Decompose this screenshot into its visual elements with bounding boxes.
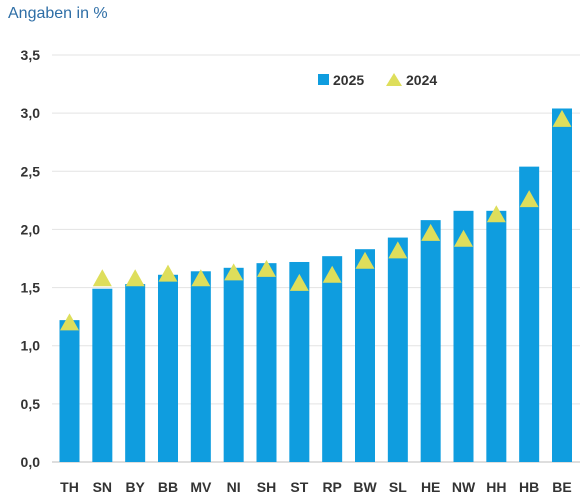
bar-2025-sl: [387, 237, 408, 462]
marker-2024-sl: [388, 241, 408, 259]
legend-swatch-2024: [386, 73, 402, 86]
x-tick-label: NW: [452, 479, 476, 495]
marker-2024-by: [125, 269, 145, 287]
y-axis-unit-label: Angaben in %: [8, 5, 108, 22]
marker-2024-rp: [322, 265, 342, 283]
marker-2024-ni: [224, 263, 244, 281]
marker-2024-th: [60, 313, 79, 331]
bar-2025-bb: [158, 274, 178, 462]
marker-2024-be: [552, 109, 572, 127]
x-tick-label: BB: [158, 479, 178, 495]
marker-2024-hb: [519, 190, 539, 208]
marker-2024-bb: [158, 264, 178, 282]
x-tick-label: BW: [353, 479, 377, 495]
x-tick-label: TH: [60, 479, 79, 495]
x-tick-label: MV: [190, 479, 212, 495]
y-tick-label: 3,5: [21, 47, 41, 63]
y-tick-label: 2,0: [21, 221, 41, 237]
bar-2025-rp: [322, 256, 343, 462]
marker-2024-sh: [257, 259, 276, 277]
bar-2025-sh: [256, 263, 277, 462]
legend-label-2024: 2024: [406, 72, 437, 88]
x-tick-label: HB: [519, 479, 539, 495]
y-tick-label: 3,0: [21, 105, 41, 121]
x-tick-label: HE: [421, 479, 440, 495]
bar-2025-th: [59, 320, 80, 462]
x-tick-label: SH: [257, 479, 276, 495]
bar-2025-hh: [486, 210, 507, 462]
marker-2024-sn: [92, 269, 112, 287]
bar-2025-he: [420, 220, 441, 462]
y-tick-label: 1,0: [21, 338, 41, 354]
x-tick-label: NI: [227, 479, 241, 495]
y-tick-label: 0,0: [21, 454, 41, 470]
x-tick-label: RP: [322, 479, 341, 495]
x-tick-label: BE: [552, 479, 571, 495]
bar-2025-sn: [92, 288, 113, 462]
y-tick-label: 1,5: [21, 280, 41, 296]
marker-2024-hh: [486, 205, 506, 223]
marker-2024-nw: [454, 229, 473, 247]
x-tick-label: SN: [93, 479, 112, 495]
marker-2024-st: [289, 273, 309, 291]
bar-2025-st: [289, 261, 310, 462]
bar-2025-mv: [190, 271, 211, 462]
y-tick-label: 2,5: [21, 163, 41, 179]
y-tick-label: 0,5: [21, 396, 41, 412]
bar-2025-be: [552, 108, 572, 463]
x-tick-label: SL: [389, 479, 407, 495]
x-tick-label: HH: [486, 479, 506, 495]
marker-2024-he: [421, 223, 441, 241]
bar-2025-ni: [223, 267, 244, 462]
bar-2025-hb: [519, 166, 540, 463]
marker-2024-mv: [191, 269, 211, 287]
legend-label-2025: 2025: [333, 72, 364, 88]
legend-swatch-2025: [318, 74, 329, 85]
bar-2025-by: [125, 284, 146, 462]
x-tick-label: BY: [125, 479, 145, 495]
bar-2025-nw: [453, 210, 474, 462]
bar-2025-bw: [355, 249, 375, 462]
marker-2024-bw: [355, 251, 375, 269]
x-tick-label: ST: [290, 479, 308, 495]
